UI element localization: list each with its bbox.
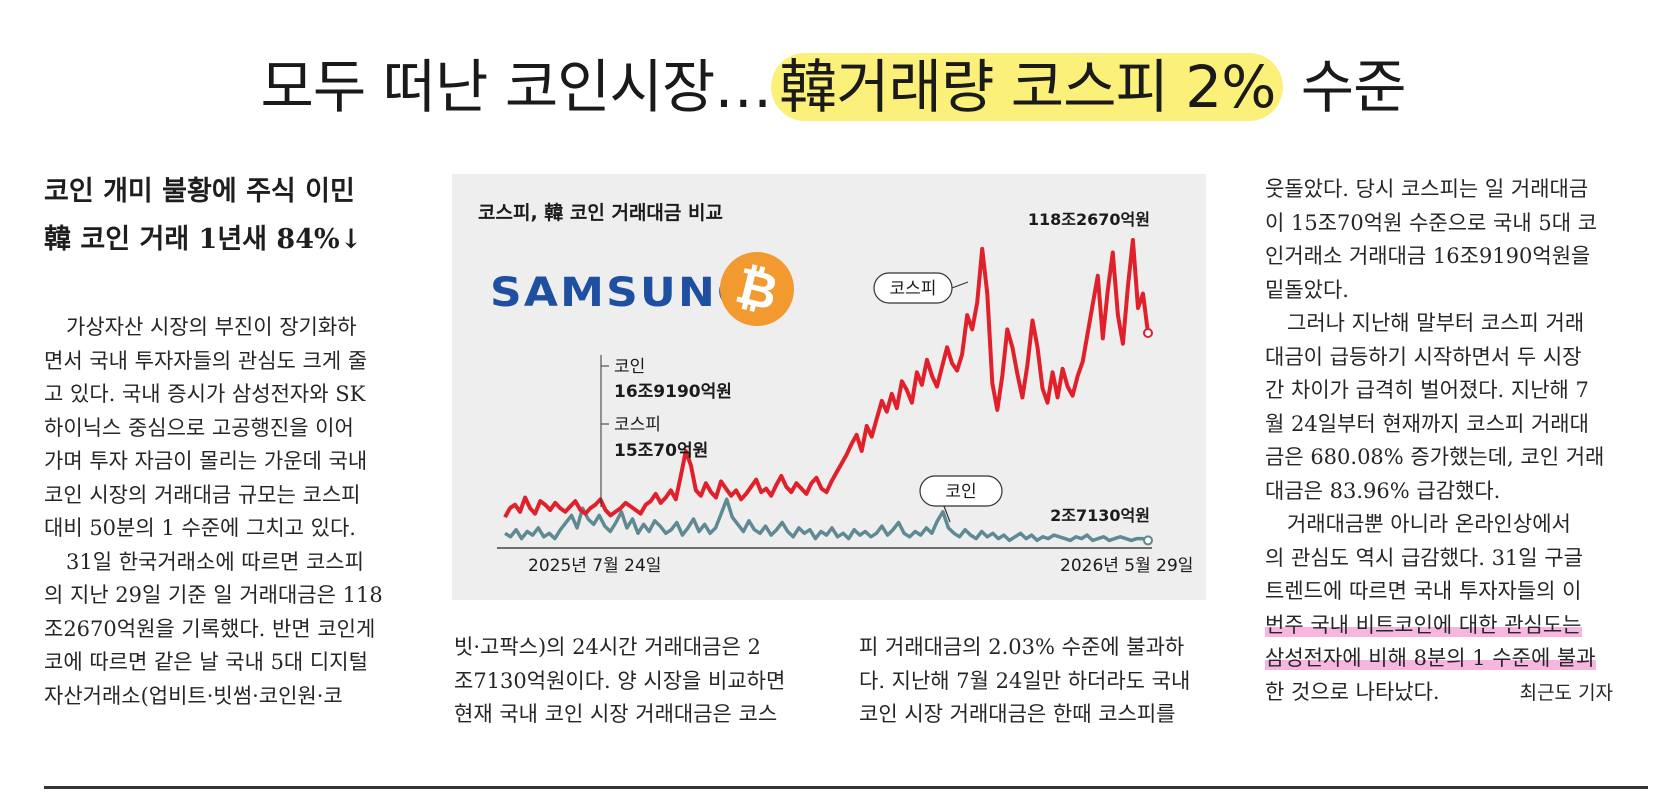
text-line-content: 31일 한국거래소에 따르면 코스피 <box>66 549 364 574</box>
kospi-start-label-name: 코스피 <box>614 415 661 435</box>
coin-end-label: 2조7130억원 <box>1050 506 1150 525</box>
text-line: 면서 국내 투자자들의 관심도 크게 줄 <box>44 348 368 373</box>
text-line: 거래대금뿐 아니라 온라인상에서 <box>1265 508 1645 542</box>
kospi-start-label-value: 15조70억원 <box>614 441 708 461</box>
coin-start-label-name: 코인 <box>614 357 645 377</box>
article-column-2: 빗·고팍스)의 24시간 거래대금은 2 조7130억원이다. 양 시장을 비교… <box>454 631 814 732</box>
text-line: 31일 한국거래소에 따르면 코스피 <box>44 546 424 580</box>
coin-callout-label: 코인 <box>945 482 976 502</box>
text-line: 트렌드에 따르면 국내 투자자들의 이 <box>1265 579 1582 603</box>
text-line: 코인 시장 거래대금은 한때 코스피를 <box>859 702 1176 726</box>
coin-callout-pointer <box>943 505 951 523</box>
text-line-content: 가상자산 시장의 부진이 장기화하 <box>66 315 357 339</box>
text-line-content: 그러나 지난해 말부터 코스피 거래 <box>1287 311 1585 335</box>
x-end-tick-label: 2026년 5월 29일 <box>1060 556 1193 576</box>
kospi-end-marker <box>1143 327 1153 338</box>
text-line: 이 15조70억원 수준으로 국내 5대 코 <box>1265 210 1598 235</box>
text-line: 조7130억원이다. 양 시장을 비교하면 <box>454 668 786 693</box>
text-line: 조2670억원을 기록했다. 반면 코인게 <box>44 616 376 641</box>
text-line-content: 거래대금뿐 아니라 온라인상에서 <box>1287 512 1571 536</box>
article-column-1: 가상자산 시장의 부진이 장기화하 면서 국내 투자자들의 관심도 크게 줄 고… <box>44 311 424 713</box>
byline: 최근도 기자 <box>1519 681 1614 704</box>
text-line-content: 한 것으로 나타났다. <box>1265 679 1440 704</box>
text-line: 번주 국내 비트코인에 대한 관심도는 <box>1265 609 1645 643</box>
subheadline: 코인 개미 불황에 주식 이민 韓 코인 거래 1년새 84%↓ <box>44 168 424 264</box>
x-start-tick-label: 2025년 7월 24일 <box>528 556 661 576</box>
kospi-series-line <box>503 238 1150 519</box>
headline: 모두 떠난 코인시장… 韓거래량 코스피 2% 수준 <box>0 40 1666 124</box>
coin-start-label-value: 16조9190억원 <box>614 382 732 402</box>
article-column-3: 피 거래대금의 2.03% 수준에 불과하 다. 지난해 7월 24일만 하더라… <box>859 631 1229 732</box>
headline-part1: 모두 떠난 코인시장… <box>260 53 773 121</box>
kospi-callout-label: 코스피 <box>890 279 937 299</box>
subhead-line1: 코인 개미 불황에 주식 이민 <box>44 176 355 207</box>
text-line: 한 것으로 나타났다. 최근도 기자 <box>1265 676 1645 711</box>
coin-end-marker <box>1143 535 1153 546</box>
text-line: 의 지난 29일 기준 일 거래대금은 118 <box>44 583 383 607</box>
headline-highlight: 韓거래량 코스피 2% <box>771 53 1284 121</box>
text-line: 코에 따르면 같은 날 국내 5대 디지털 <box>44 650 368 674</box>
text-line: 가며 투자 자금이 몰리는 가운데 국내 <box>44 449 368 473</box>
text-line: 코인 시장의 거래대금 규모는 코스피 <box>44 482 361 507</box>
text-line: 월 24일부터 현재까지 코스피 거래대 <box>1265 411 1589 436</box>
text-line: 인거래소 거래대금 16조9190억원을 <box>1265 244 1591 268</box>
text-line: 대금이 급등하기 시작하면서 두 시장 <box>1265 344 1582 369</box>
samsung-logo: SAMSUNG <box>490 270 756 316</box>
text-line: 빗·고팍스)의 24시간 거래대금은 2 <box>454 635 761 659</box>
kospi-callout-pointer <box>951 281 969 289</box>
text-line: 하이닉스 중심으로 고공행진을 이어 <box>44 415 354 440</box>
text-line: 피 거래대금의 2.03% 수준에 불과하 <box>859 635 1185 659</box>
article-column-4: 웃돌았다. 당시 코스피는 일 거래대금 이 15조70억원 수준으로 국내 5… <box>1265 173 1645 710</box>
text-line: 대금은 83.96% 급감했다. <box>1265 478 1501 503</box>
bottom-rule <box>44 786 1648 789</box>
coin-callout-bubble <box>919 475 1003 507</box>
text-line: 밑돌았다. <box>1265 277 1349 302</box>
text-line: 그러나 지난해 말부터 코스피 거래 <box>1265 307 1645 341</box>
text-line: 삼성전자에 비해 8분의 1 수준에 불과 <box>1265 642 1645 676</box>
text-line: 금은 680.08% 증가했는데, 코인 거래 <box>1265 445 1605 469</box>
text-line: 현재 국내 코인 시장 거래대금은 코스 <box>454 702 778 726</box>
headline-part3: 수준 <box>1283 53 1407 121</box>
chart-title: 코스피, 韓 코인 거래대금 비교 <box>478 202 723 224</box>
text-line: 웃돌았다. 당시 코스피는 일 거래대금 <box>1265 177 1589 201</box>
subhead-line2: 韓 코인 거래 1년새 84%↓ <box>44 224 363 255</box>
text-line: 고 있다. 국내 증시가 삼성전자와 SK <box>44 382 366 406</box>
highlighted-text: 번주 국내 비트코인에 대한 관심도는 <box>1265 612 1582 637</box>
kospi-end-label: 118조2670억원 <box>1028 210 1150 229</box>
highlighted-text: 삼성전자에 비해 8분의 1 수준에 불과 <box>1265 646 1596 670</box>
text-line: 의 관심도 역시 급감했다. 31일 구글 <box>1265 545 1583 570</box>
text-line: 자산거래소(업비트·빗썸·코인원·코 <box>44 683 343 708</box>
text-line: 가상자산 시장의 부진이 장기화하 <box>44 311 424 345</box>
text-line: 간 차이가 급격히 벌어졌다. 지난해 7 <box>1265 378 1589 402</box>
text-line: 다. 지난해 7월 24일만 하더라도 국내 <box>859 668 1191 693</box>
text-line: 대비 50분의 1 수준에 그치고 있다. <box>44 516 356 540</box>
coin-series-line <box>504 497 1149 543</box>
